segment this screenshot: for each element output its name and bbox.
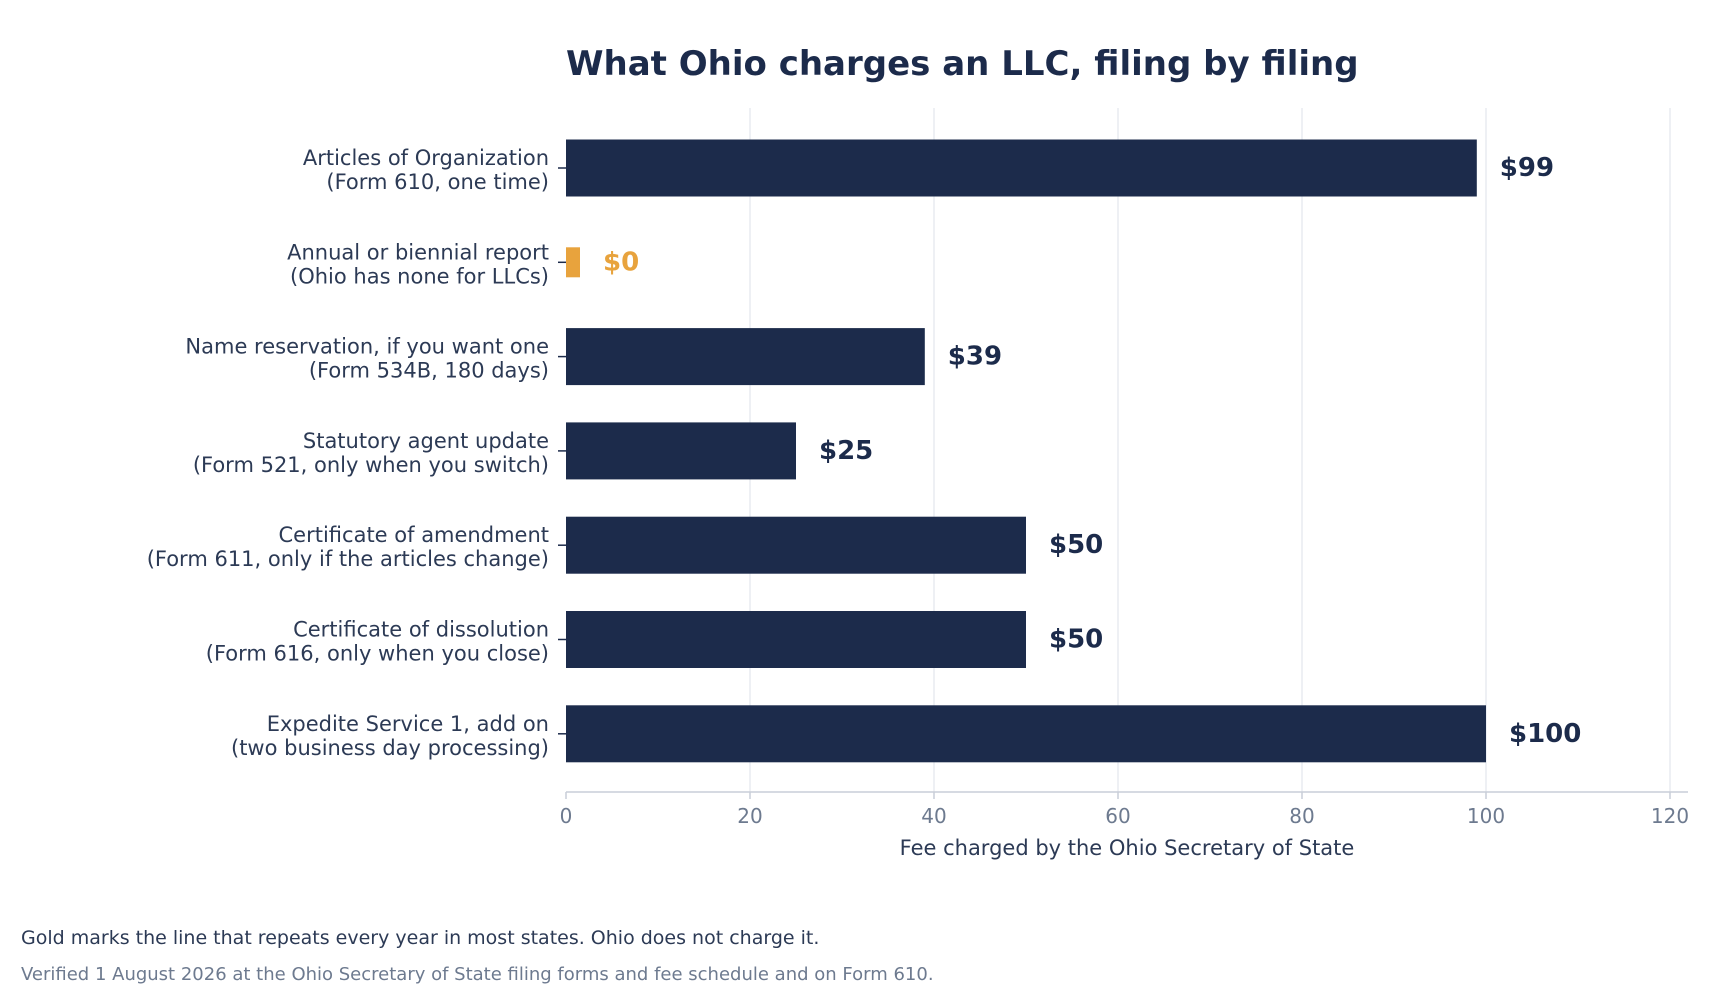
category-label-line: (Ohio has none for LLCs) [290,264,549,288]
x-tick-label: 40 [921,804,946,828]
category-label-line: Annual or biennial report [287,240,549,264]
bar [566,516,1026,574]
chart-note: Gold marks the line that repeats every y… [21,927,820,949]
category-label: Certificate of dissolution (Form 616, onl… [206,618,549,666]
bar-value-label: $100 [1509,719,1581,749]
x-tick-label: 20 [737,804,762,828]
x-tick-label: 0 [560,804,573,828]
bar-value-label: $99 [1500,153,1554,183]
bar-value-label: $25 [819,436,873,466]
bar [566,247,580,278]
category-label-line: Expedite Service 1, add on [267,712,549,736]
bar [566,422,796,480]
category-label-line: Name reservation, if you want one [185,335,549,359]
category-label-line: (Form 616, only when you close) [206,642,549,666]
category-label-line: (Form 521, only when you switch) [193,453,549,477]
category-label: Statutory agent update (Form 521, only wh… [193,429,549,477]
category-label-line: Certificate of amendment [279,523,549,547]
gridlines [749,108,1671,792]
category-label: Annual or biennial report (Ohio has none … [287,240,549,288]
x-tick-label: 100 [1467,804,1505,828]
chart-title: What Ohio charges an LLC, filing by fili… [566,44,1359,84]
x-axis: 0 20 40 60 80 100 120 [560,791,1689,828]
bar [566,705,1486,763]
category-label-line: (two business day processing) [231,736,549,760]
category-label: Name reservation, if you want one (Form 5… [185,335,549,383]
bar-value-label: $39 [948,342,1002,372]
category-label: Articles of Organization (Form 610, one t… [303,146,549,194]
bar [566,328,925,386]
bar-value-label: $0 [603,247,639,277]
category-label-line: Certificate of dissolution [293,618,549,642]
bar [566,139,1477,197]
category-label: Certificate of amendment (Form 611, only … [147,523,549,571]
category-label-line: (Form 534B, 180 days) [309,359,549,383]
bar-value-label: $50 [1049,625,1103,655]
category-labels: Articles of Organization (Form 610, one t… [147,146,566,760]
category-label-line: Statutory agent update [303,429,549,453]
category-label-line: (Form 611, only if the articles change) [147,547,549,571]
x-tick-label: 80 [1289,804,1314,828]
chart-source: Verified 1 August 2026 at the Ohio Secre… [21,964,934,985]
category-label: Expedite Service 1, add on (two business … [231,712,549,760]
category-label-line: (Form 610, one time) [326,170,549,194]
category-label-line: Articles of Organization [303,146,549,170]
bar-value-label: $50 [1049,530,1103,560]
x-tick-label: 120 [1651,804,1689,828]
x-axis-label: Fee charged by the Ohio Secretary of Sta… [900,836,1355,860]
bars: $99 $0 $39 $25 $50 $50 $100 [566,139,1581,763]
bar [566,611,1026,668]
x-tick-label: 60 [1105,804,1130,828]
